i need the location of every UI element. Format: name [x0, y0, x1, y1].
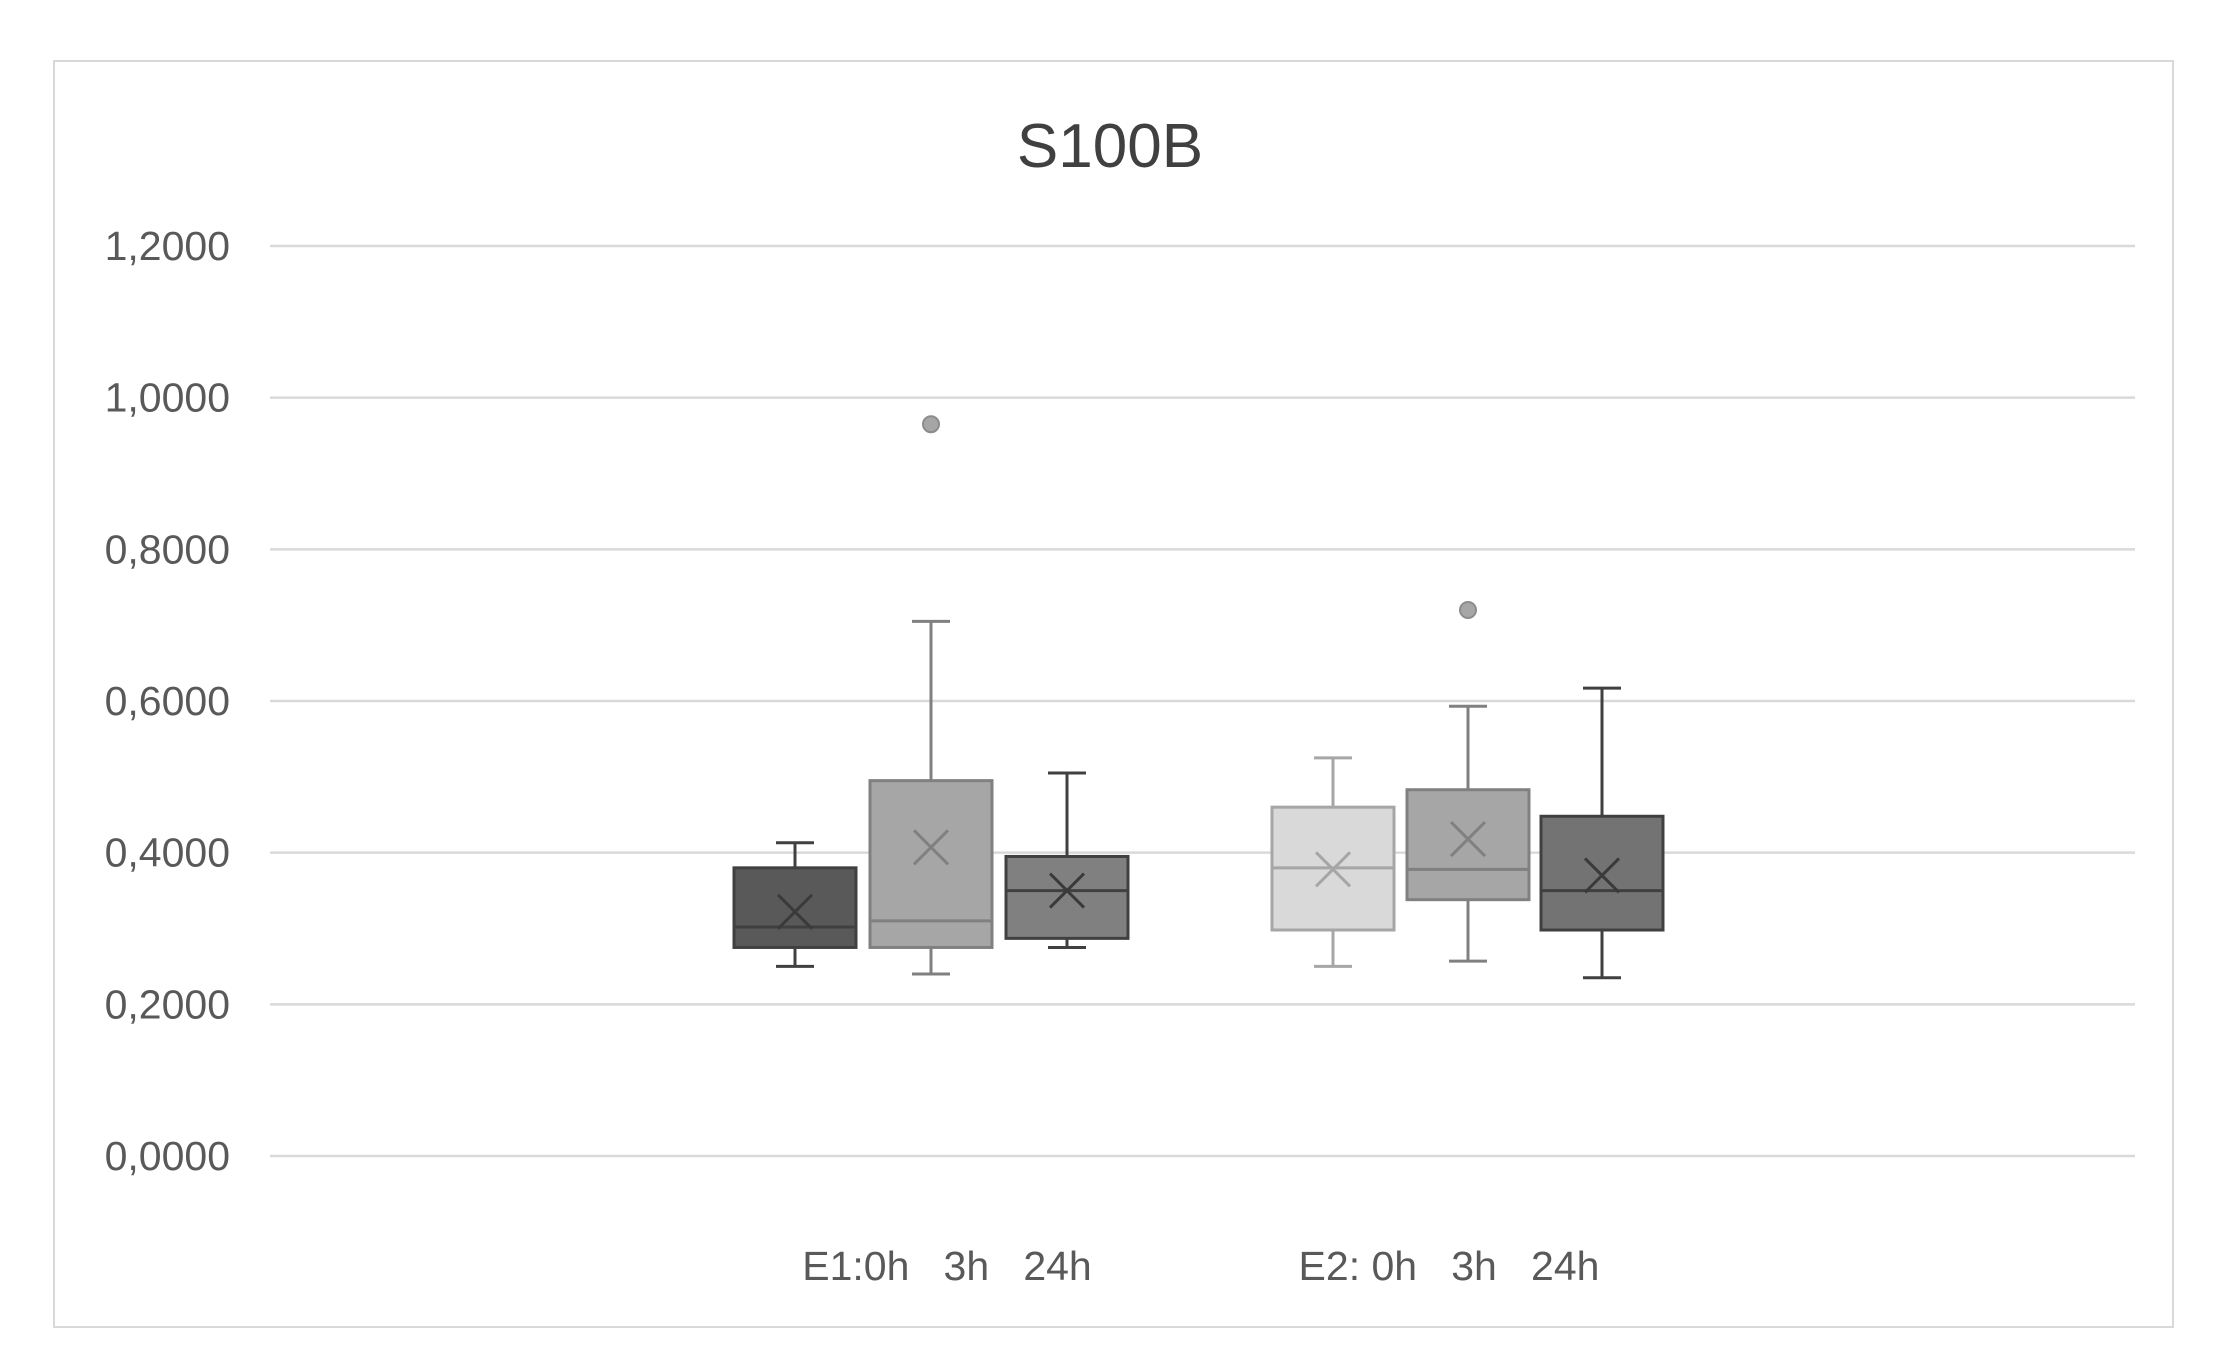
box-4 — [1270, 756, 1396, 968]
x-axis-group-labels: E1:0h 3h 24h E2: 0h 3h 24h — [802, 1243, 1599, 1289]
y-tick-label: 0,8000 — [105, 526, 230, 572]
box-rect — [732, 866, 858, 949]
mean-marker — [776, 893, 814, 930]
y-tick-label: 1,2000 — [105, 223, 230, 269]
box-series — [732, 415, 1665, 980]
chart-frame — [53, 60, 2174, 1328]
box-3 — [1004, 771, 1130, 949]
x-group-label: E1:0h 3h 24h — [802, 1243, 1092, 1289]
chart-title: S100B — [1017, 112, 1203, 181]
mean-marker — [912, 829, 950, 866]
box-2 — [868, 415, 994, 976]
y-tick-label: 0,2000 — [105, 981, 230, 1027]
mean-marker — [1048, 872, 1086, 909]
y-tick-label: 0,0000 — [105, 1133, 230, 1179]
mean-marker — [1583, 857, 1621, 894]
y-tick-label: 1,0000 — [105, 375, 230, 421]
box-6 — [1539, 686, 1665, 980]
box-5 — [1405, 601, 1531, 963]
mean-marker — [1449, 820, 1487, 858]
y-axis-tick-labels: 0,0000 0,2000 0,4000 0,6000 0,8000 1,0000 1,20… — [105, 223, 230, 1179]
box-rect — [1004, 854, 1130, 940]
outlier-point — [922, 415, 940, 434]
y-tick-label: 0,4000 — [105, 830, 230, 876]
box-rect — [868, 779, 994, 949]
gridlines — [270, 244, 2135, 1158]
outlier-point — [1459, 601, 1477, 619]
mean-marker — [1314, 851, 1352, 888]
box-rect — [1405, 788, 1531, 902]
y-tick-label: 0,6000 — [105, 678, 230, 724]
box-1 — [732, 841, 858, 968]
box-rect — [1539, 814, 1665, 932]
x-group-label: E2: 0h 3h 24h — [1299, 1243, 1600, 1289]
